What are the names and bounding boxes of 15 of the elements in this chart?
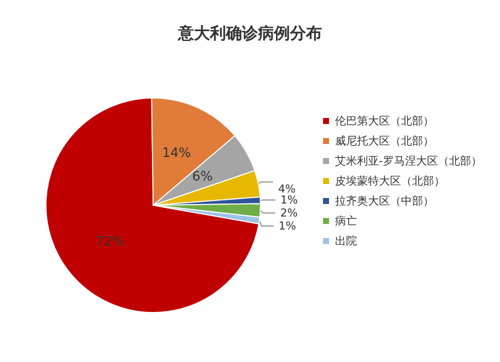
chart-title: 意大利确诊病例分布 <box>177 24 322 42</box>
legend-label: 出院 <box>335 234 358 248</box>
data-label: 72% <box>96 234 125 250</box>
legend-label: 拉齐奥大区（中部） <box>335 194 434 208</box>
data-label: 1% <box>278 219 296 232</box>
legend-label: 威尼托大区（北部） <box>335 134 434 148</box>
legend-label: 皮埃蒙特大区（北部） <box>335 174 446 188</box>
data-label: 2% <box>280 206 298 220</box>
data-label: 14% <box>162 146 192 162</box>
data-label: 1% <box>280 194 298 207</box>
legend-label: 伦巴第大区（北部） <box>335 114 434 128</box>
data-label: 4% <box>278 182 296 196</box>
data-label: 6% <box>192 170 213 185</box>
legend-label: 病亡 <box>335 214 358 228</box>
legend-label: 艾米利亚-罗马涅大区（北部） <box>335 154 482 168</box>
